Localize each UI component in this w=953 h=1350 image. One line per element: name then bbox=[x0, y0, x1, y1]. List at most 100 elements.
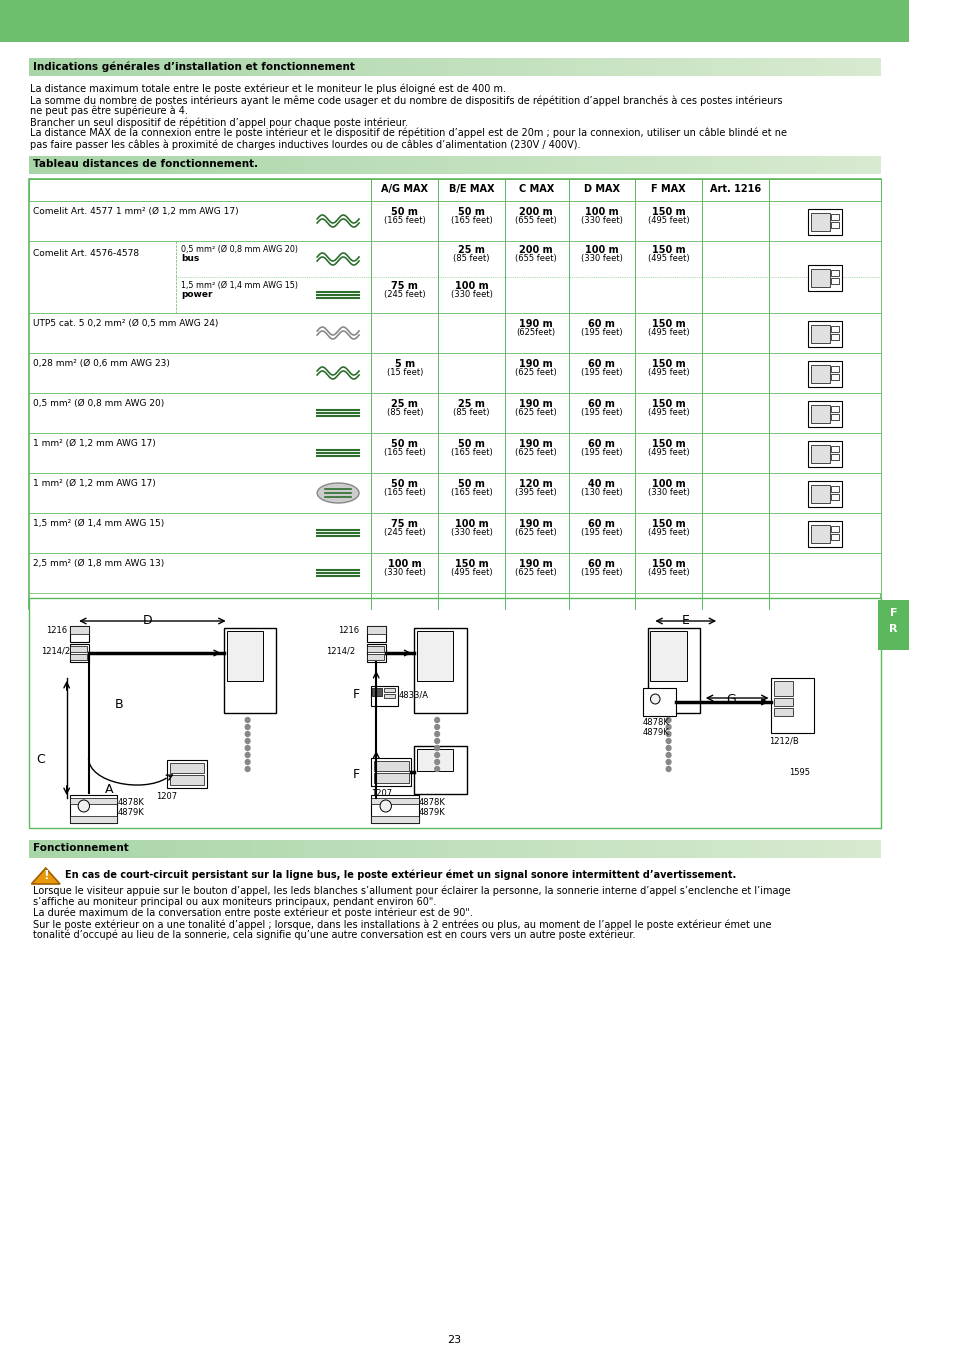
Text: s’affiche au moniteur principal ou aux moniteurs principaux, pendant environ 60": s’affiche au moniteur principal ou aux m… bbox=[33, 896, 436, 907]
Bar bbox=[70, 626, 89, 634]
Text: 1214/2: 1214/2 bbox=[41, 647, 70, 655]
Bar bbox=[383, 688, 395, 693]
Text: 150 m: 150 m bbox=[651, 207, 684, 217]
Text: (625 feet): (625 feet) bbox=[515, 528, 557, 537]
Text: 1,5 mm² (Ø 1,4 mm AWG 15): 1,5 mm² (Ø 1,4 mm AWG 15) bbox=[181, 281, 297, 290]
Bar bbox=[366, 647, 383, 652]
Text: 60 m: 60 m bbox=[588, 518, 615, 529]
Text: 100 m: 100 m bbox=[584, 244, 618, 255]
Bar bbox=[831, 333, 839, 340]
Circle shape bbox=[245, 752, 250, 757]
Text: 1214/2: 1214/2 bbox=[325, 647, 355, 655]
Bar bbox=[807, 360, 841, 387]
Bar bbox=[831, 535, 839, 540]
Bar bbox=[810, 364, 829, 383]
Text: (625 feet): (625 feet) bbox=[515, 568, 557, 576]
Circle shape bbox=[665, 732, 670, 737]
Text: 190 m: 190 m bbox=[518, 559, 553, 568]
Text: (245 feet): (245 feet) bbox=[383, 290, 425, 298]
Circle shape bbox=[245, 760, 250, 764]
Text: (495 feet): (495 feet) bbox=[647, 568, 689, 576]
Text: A: A bbox=[105, 783, 113, 796]
Text: 25 m: 25 m bbox=[457, 244, 484, 255]
Bar bbox=[371, 798, 418, 805]
Text: 40 m: 40 m bbox=[588, 479, 615, 489]
Bar bbox=[810, 485, 829, 504]
Text: (330 feet): (330 feet) bbox=[450, 528, 492, 537]
Bar bbox=[831, 454, 839, 460]
Bar bbox=[70, 798, 117, 805]
Text: 100 m: 100 m bbox=[651, 479, 684, 489]
Circle shape bbox=[665, 760, 670, 764]
Text: !: ! bbox=[43, 869, 49, 882]
Circle shape bbox=[245, 732, 250, 737]
Bar bbox=[70, 644, 89, 662]
Text: (495 feet): (495 feet) bbox=[647, 369, 689, 377]
Text: 60 m: 60 m bbox=[588, 439, 615, 450]
Text: (165 feet): (165 feet) bbox=[383, 448, 425, 458]
Circle shape bbox=[665, 752, 670, 757]
Bar bbox=[224, 628, 276, 713]
Text: (330 feet): (330 feet) bbox=[580, 254, 622, 263]
Text: 5 m: 5 m bbox=[395, 359, 415, 369]
Circle shape bbox=[245, 717, 250, 722]
Text: 150 m: 150 m bbox=[651, 439, 684, 450]
Text: C MAX: C MAX bbox=[518, 184, 554, 194]
Bar bbox=[642, 688, 676, 716]
Circle shape bbox=[435, 717, 439, 722]
Text: Sur le poste extérieur on a une tonalité d’appel ; lorsque, dans les installatio: Sur le poste extérieur on a une tonalité… bbox=[33, 919, 771, 930]
Text: 75 m: 75 m bbox=[391, 518, 417, 529]
Text: F: F bbox=[352, 688, 359, 701]
Text: Brancher un seul dispositif de répétition d’appel pour chaque poste intérieur.: Brancher un seul dispositif de répétitio… bbox=[30, 117, 408, 127]
Bar bbox=[70, 647, 87, 652]
Text: (165 feet): (165 feet) bbox=[450, 448, 492, 458]
Text: 190 m: 190 m bbox=[518, 359, 553, 369]
Text: (85 feet): (85 feet) bbox=[386, 408, 422, 417]
Bar bbox=[414, 628, 466, 713]
Text: 0,5 mm² (Ø 0,8 mm AWG 20): 0,5 mm² (Ø 0,8 mm AWG 20) bbox=[181, 244, 297, 254]
Text: (195 feet): (195 feet) bbox=[580, 528, 622, 537]
Text: 75 m: 75 m bbox=[391, 281, 417, 292]
Text: 60 m: 60 m bbox=[588, 559, 615, 568]
Text: 23: 23 bbox=[447, 1335, 461, 1345]
Text: (495 feet): (495 feet) bbox=[647, 254, 689, 263]
Text: 150 m: 150 m bbox=[651, 244, 684, 255]
Bar bbox=[0, 0, 907, 42]
Bar bbox=[416, 630, 453, 680]
Text: 1207: 1207 bbox=[156, 792, 177, 801]
Text: 1216: 1216 bbox=[46, 626, 67, 634]
Text: (165 feet): (165 feet) bbox=[383, 216, 425, 225]
Bar bbox=[831, 270, 839, 275]
Text: 190 m: 190 m bbox=[518, 439, 553, 450]
Text: La distance MAX de la connexion entre le poste intérieur et le dispositif de rép: La distance MAX de la connexion entre le… bbox=[30, 128, 786, 139]
Text: R: R bbox=[888, 624, 897, 634]
Bar bbox=[70, 795, 117, 824]
Bar bbox=[807, 209, 841, 235]
Bar bbox=[831, 215, 839, 220]
Text: power: power bbox=[181, 290, 213, 298]
Text: 150 m: 150 m bbox=[651, 319, 684, 329]
Bar bbox=[831, 406, 839, 412]
Bar bbox=[414, 747, 466, 794]
Circle shape bbox=[665, 767, 670, 771]
Circle shape bbox=[245, 745, 250, 751]
Bar bbox=[831, 278, 839, 283]
Circle shape bbox=[435, 738, 439, 744]
Bar bbox=[807, 441, 841, 467]
Bar bbox=[366, 626, 385, 643]
Bar bbox=[70, 653, 87, 660]
Text: 4878K: 4878K bbox=[118, 798, 145, 807]
Text: 1595: 1595 bbox=[788, 768, 809, 778]
Text: (655 feet): (655 feet) bbox=[515, 254, 557, 263]
Text: Lorsque le visiteur appuie sur le bouton d’appel, les leds blanches s’allument p: Lorsque le visiteur appuie sur le bouton… bbox=[33, 886, 790, 896]
Bar bbox=[29, 393, 880, 433]
Text: F MAX: F MAX bbox=[651, 184, 685, 194]
Bar bbox=[70, 815, 117, 824]
Text: Comelit Art. 4576-4578: Comelit Art. 4576-4578 bbox=[33, 248, 139, 258]
Bar bbox=[831, 494, 839, 499]
Bar bbox=[167, 760, 207, 788]
Bar bbox=[374, 774, 408, 783]
Text: 25 m: 25 m bbox=[457, 400, 484, 409]
Bar bbox=[29, 242, 880, 313]
Circle shape bbox=[245, 725, 250, 729]
